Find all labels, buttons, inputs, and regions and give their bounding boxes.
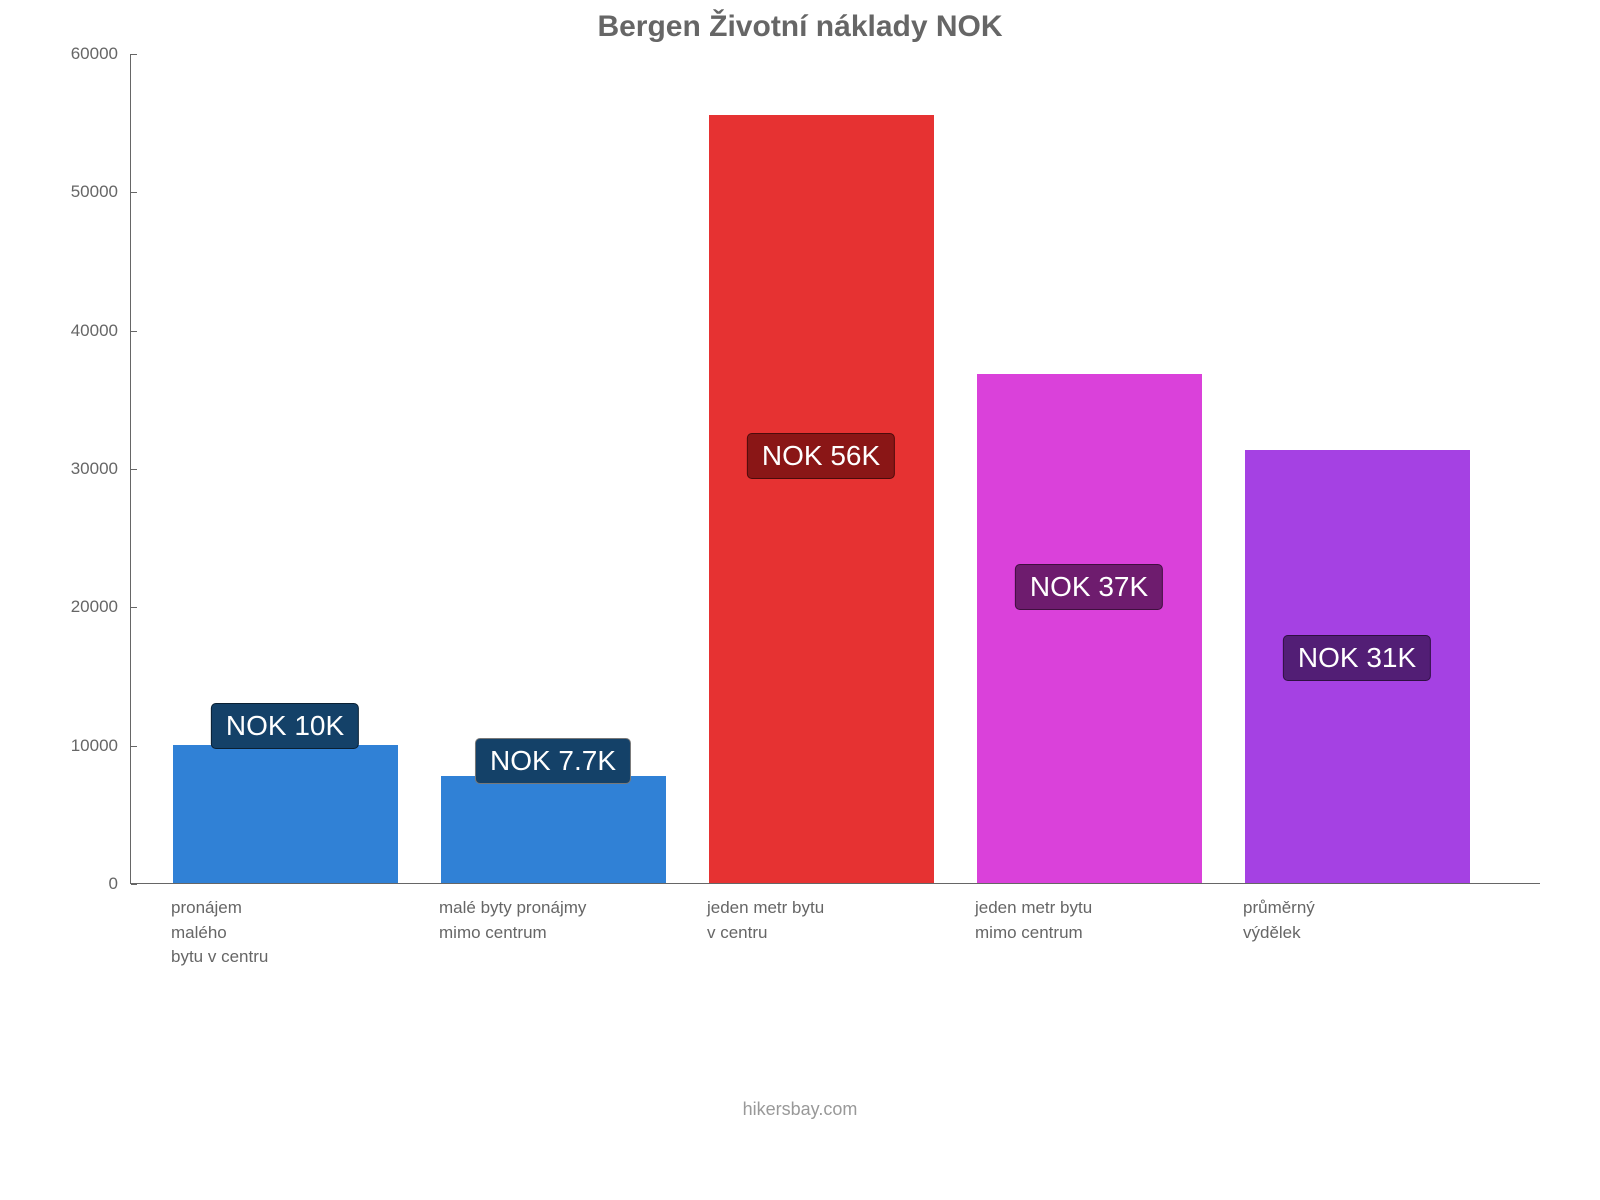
bar-value-label: NOK 7.7K: [475, 738, 631, 784]
bar-slot: NOK 31K: [1232, 54, 1482, 883]
bar-slot: NOK 7.7K: [428, 54, 678, 883]
bar-slot: NOK 10K: [160, 54, 410, 883]
x-category-label: pronájemmaléhobytu v centru: [159, 896, 409, 970]
chart-container: Bergen Životní náklady NOK 0100002000030…: [60, 10, 1540, 970]
plot-area: 0100002000030000400005000060000 NOK 10KN…: [130, 54, 1540, 884]
bars-region: NOK 10K NOK 7.7K NOK 56K NOK 37K NOK 31K: [131, 54, 1540, 883]
y-tick-label: 30000: [58, 459, 118, 479]
y-tick-mark: [131, 746, 137, 747]
bar: NOK 7.7K: [441, 776, 666, 883]
bar: NOK 10K: [173, 745, 398, 883]
y-tick-mark: [131, 54, 137, 55]
bar: NOK 56K: [709, 115, 934, 883]
y-tick-mark: [131, 469, 137, 470]
x-axis-labels: pronájemmaléhobytu v centrumalé byty pro…: [130, 884, 1540, 970]
y-axis: 0100002000030000400005000060000: [61, 54, 126, 883]
bar: NOK 37K: [977, 374, 1202, 883]
y-tick-label: 0: [58, 874, 118, 894]
chart-title: Bergen Životní náklady NOK: [60, 10, 1540, 44]
footer-attribution: hikersbay.com: [0, 1099, 1600, 1120]
y-tick-label: 20000: [58, 597, 118, 617]
bar-value-label: NOK 31K: [1283, 635, 1431, 681]
y-tick-label: 10000: [58, 736, 118, 756]
y-tick-mark: [131, 331, 137, 332]
y-tick-label: 50000: [58, 182, 118, 202]
y-tick-mark: [131, 884, 137, 885]
bar-value-label: NOK 37K: [1015, 564, 1163, 610]
x-category-label: jeden metr bytuv centru: [695, 896, 945, 970]
bar: NOK 31K: [1245, 450, 1470, 883]
x-category-label: průměrnývýdělek: [1231, 896, 1481, 970]
y-tick-mark: [131, 192, 137, 193]
y-tick-label: 60000: [58, 44, 118, 64]
y-tick-mark: [131, 607, 137, 608]
x-category-label: jeden metr bytumimo centrum: [963, 896, 1213, 970]
bar-value-label: NOK 56K: [747, 433, 895, 479]
y-tick-label: 40000: [58, 321, 118, 341]
x-category-label: malé byty pronájmymimo centrum: [427, 896, 677, 970]
bar-value-label: NOK 10K: [211, 703, 359, 749]
bar-slot: NOK 56K: [696, 54, 946, 883]
bar-slot: NOK 37K: [964, 54, 1214, 883]
